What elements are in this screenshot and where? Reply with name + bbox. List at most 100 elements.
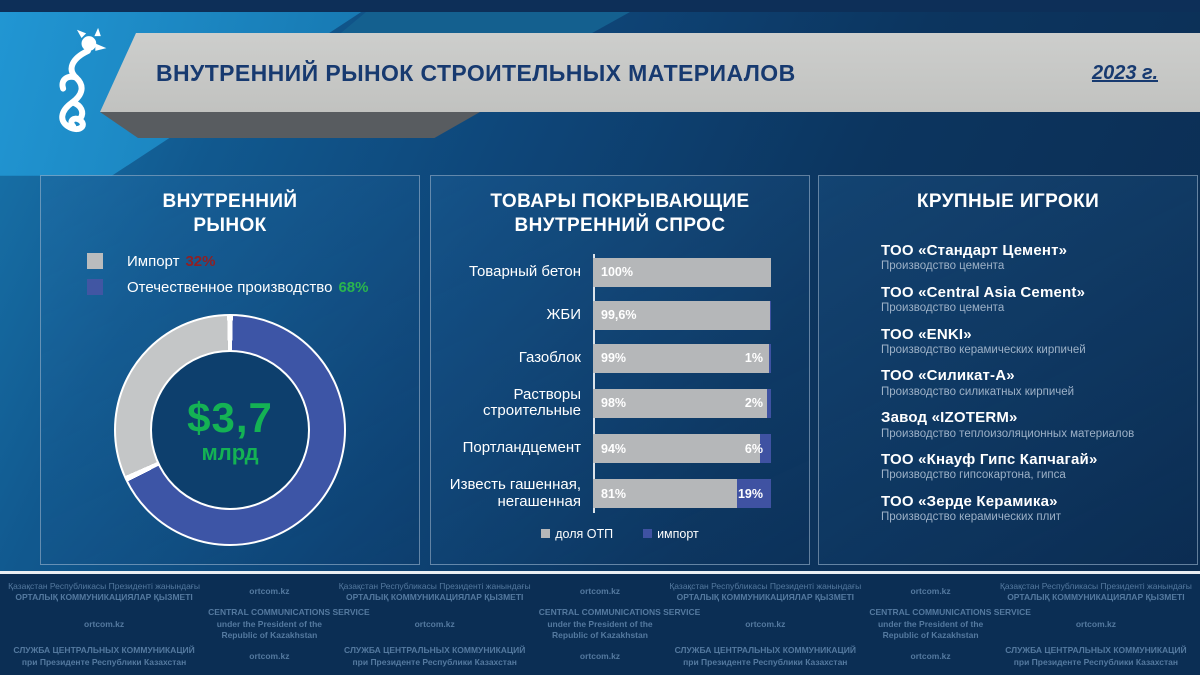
import-segment	[737, 479, 771, 509]
otp-segment: 98%	[593, 388, 768, 418]
internal-market-title-line2: РЫНОК	[193, 214, 267, 236]
footer-watermark-cell: ortcom.kz	[331, 619, 539, 630]
bar-track: 81% 19%	[593, 479, 771, 509]
footer-watermark-cell: CENTRAL COMMUNICATIONS SERVICE under the …	[538, 607, 701, 641]
otp-segment: 81%	[593, 479, 738, 509]
bar-row: Портландцемент 94% 6%	[443, 434, 809, 464]
company-item: ТОО «Central Asia Cement» Производство ц…	[881, 284, 1197, 315]
footer-text-line: при Президенте Республики Казахстан	[352, 656, 517, 667]
footer-watermark-cell: CENTRAL COMMUNICATIONS SERVICE under the …	[869, 607, 1031, 641]
footer-text-line: при Президенте Республики Казахстан	[21, 656, 187, 667]
company-description: Производство керамических кирпичей	[881, 343, 1086, 356]
footer-text-line: CENTRAL COMMUNICATIONS SERVICE	[869, 607, 1031, 618]
demand-title-line2: ВНУТРЕННИЙ СПРОС	[514, 214, 726, 236]
footer-watermark-cell: СЛУЖБА ЦЕНТРАЛЬНЫХ КОММУНИКАЦИЙ при Прези…	[992, 645, 1200, 668]
footer-text-line: CENTRAL COMMUNICATIONS SERVICE	[538, 607, 701, 618]
bar-category-label: Растворы строительные	[483, 385, 581, 420]
footer-text-line: Republic of Kazakhstan	[882, 630, 979, 641]
bar-category-label: Известь гашенная, негашенная	[449, 476, 581, 510]
footer-text-line: СЛУЖБА ЦЕНТРАЛЬНЫХ КОММУНИКАЦИЙ	[1005, 645, 1187, 656]
bar-row: Растворы строительные 98% 2%	[443, 385, 809, 421]
bar-track: 94% 6%	[593, 434, 771, 464]
footer-watermark-cell: Қазақстан Республикасы Президенті жанынд…	[661, 581, 869, 604]
bar-track: 99% 1%	[593, 343, 771, 373]
footer-watermark-cell: Қазақстан Республикасы Президенті жанынд…	[0, 581, 208, 604]
import-label: Импорт	[127, 252, 180, 270]
company-item: ТОО «ENKI» Производство керамических кир…	[881, 326, 1197, 357]
footer-text-line: ОРТАЛЫҚ КОММУНИКАЦИЯЛАР ҚЫЗМЕТІ	[1007, 592, 1185, 603]
market-volume-unit: млрд	[201, 439, 259, 465]
legend-import-text: Импорт 32%	[127, 253, 215, 270]
company-name: Завод «IZOTERM»	[881, 409, 1018, 427]
footer-text-line: ОРТАЛЫҚ КОММУНИКАЦИЯЛАР ҚЫЗМЕТІ	[345, 592, 524, 603]
bar-row: Известь гашенная, негашенная 81% 19%	[443, 476, 809, 511]
footer-watermark-cell: ortcom.kz	[539, 651, 661, 662]
footer-text-line: under the President of the	[877, 618, 984, 629]
footer-url: ortcom.kz	[910, 651, 951, 662]
footer-text-line: Republic of Kazakhstan	[221, 630, 318, 641]
demand-title-line1: ТОВАРЫ ПОКРЫВАЮЩИЕ	[490, 191, 750, 212]
company-name: ТОО «Стандарт Цемент»	[881, 241, 1068, 259]
legend-item-import: Импорт 32%	[87, 253, 419, 270]
footer-watermark-cell: Қазақстан Республикасы Президенті жанынд…	[331, 581, 539, 604]
footer-url: ortcom.kz	[249, 651, 290, 662]
footer-watermark-cell: ortcom.kz	[0, 619, 208, 630]
internal-market-panel: ВНУТРЕННИЙ РЫНОК Импорт 32% Отечественное…	[40, 175, 420, 565]
footer-watermark-cell: CENTRAL COMMUNICATIONS SERVICE under the …	[208, 607, 370, 641]
bar-row: ЖБИ 99,6%	[443, 300, 809, 330]
legend-item-otp: доля ОТП	[541, 527, 613, 541]
footer-url: ortcom.kz	[579, 586, 621, 597]
demand-bar-chart: Товарный бетон 100% ЖБИ 99,6% Газоблок 99% 1% Р…	[443, 253, 809, 513]
bar-category-label: Товарный бетон	[468, 262, 581, 280]
import-segment	[760, 434, 771, 464]
company-item: ТОО «Стандарт Цемент» Производство цемен…	[881, 242, 1197, 273]
footer-watermark-cell: ortcom.kz	[208, 586, 330, 597]
footer-watermark-cell: СЛУЖБА ЦЕНТРАЛЬНЫХ КОММУНИКАЦИЙ при Прези…	[0, 645, 208, 668]
company-item: ТОО «Кнауф Гипс Капчагай» Производство г…	[881, 451, 1197, 482]
company-name: ТОО «Зерде Керамика»	[881, 493, 1058, 511]
internal-market-title-line1: ВНУТРЕННИЙ	[162, 191, 298, 212]
import-swatch	[87, 253, 103, 269]
domestic-vs-import-donut: $3,7 млрд	[114, 313, 346, 546]
footer-text-line: при Президенте Республики Казахстан	[1013, 656, 1179, 667]
footer-watermark-cell: ortcom.kz	[539, 586, 661, 597]
domestic-value: 68%	[338, 278, 369, 296]
company-item: Завод «IZOTERM» Производство теплоизоляц…	[881, 409, 1197, 440]
company-name: ТОО «Central Asia Cement»	[881, 283, 1086, 301]
footer-watermark-cell: ortcom.kz	[869, 651, 991, 662]
major-players-panel: КРУПНЫЕ ИГРОКИ ТОО «Стандарт Цемент» Про…	[818, 175, 1198, 565]
company-item: ТОО «Силикат-А» Производство силикатных …	[881, 367, 1197, 398]
footer-watermark-cell: СЛУЖБА ЦЕНТРАЛЬНЫХ КОММУНИКАЦИЙ при Прези…	[331, 645, 539, 668]
donut-center: $3,7 млрд	[150, 349, 310, 510]
footer-text-line: Қазақстан Республикасы Президенті жанынд…	[338, 580, 531, 591]
footer-text-line: при Президенте Республики Казахстан	[683, 656, 848, 667]
bar-track: 99,6%	[593, 300, 771, 330]
footer-url: ortcom.kz	[249, 586, 290, 597]
otp-legend-label: доля ОТП	[555, 526, 614, 541]
footer-watermark-cell: ortcom.kz	[661, 619, 869, 630]
footer-row: ortcom.kz CENTRAL COMMUNICATIONS SERVICE u…	[0, 607, 1200, 641]
company-description: Производство керамических плит	[881, 511, 1062, 524]
import-value: 32%	[185, 252, 216, 270]
bar-track: 98% 2%	[593, 388, 771, 418]
footer-text-line: ОРТАЛЫҚ КОММУНИКАЦИЯЛАР ҚЫЗМЕТІ	[15, 592, 193, 603]
header-banner	[100, 33, 1200, 112]
footer-watermark-band: Қазақстан Республикасы Президенті жанынд…	[0, 571, 1200, 675]
legend-domestic-text: Отечественное производство 68%	[127, 279, 368, 296]
year-label: 2023 г.	[1091, 62, 1158, 84]
otp-value-label: 99%	[601, 351, 627, 365]
bar-track: 100%	[593, 257, 771, 287]
footer-url: ortcom.kz	[745, 618, 786, 629]
otp-value-label: 99,6%	[601, 308, 637, 322]
footer-text-line: Қазақстан Республикасы Президенті жанынд…	[8, 580, 201, 591]
otp-segment: 94%	[593, 434, 761, 464]
otp-segment: 99%	[593, 343, 770, 373]
otp-value-label: 100%	[601, 265, 633, 279]
otp-value-label: 81%	[601, 486, 627, 501]
footer-text-line: ОРТАЛЫҚ КОММУНИКАЦИЯЛАР ҚЫЗМЕТІ	[676, 592, 855, 603]
company-description: Производство цемента	[881, 301, 1005, 314]
domestic-label: Отечественное производство	[127, 278, 333, 296]
footer-text-line: Қазақстан Республикасы Президенті жанынд…	[999, 580, 1192, 591]
bar-row: Товарный бетон 100%	[443, 257, 809, 287]
